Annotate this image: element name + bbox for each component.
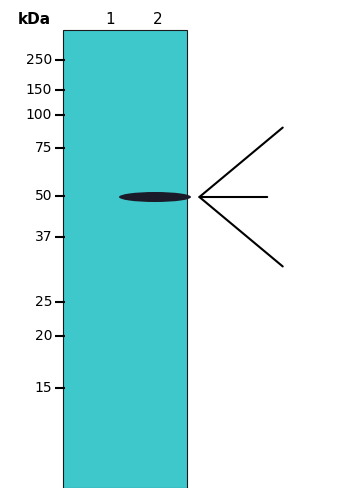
Text: 75: 75 bbox=[34, 141, 52, 155]
Bar bbox=[63, 30, 187, 488]
Text: 100: 100 bbox=[26, 108, 52, 122]
Text: 15: 15 bbox=[34, 381, 52, 395]
Text: 20: 20 bbox=[34, 329, 52, 343]
Text: kDa: kDa bbox=[18, 13, 51, 27]
Text: 250: 250 bbox=[26, 53, 52, 67]
Text: 2: 2 bbox=[153, 13, 163, 27]
Text: 25: 25 bbox=[34, 295, 52, 309]
Text: 37: 37 bbox=[34, 230, 52, 244]
Text: 50: 50 bbox=[34, 189, 52, 203]
Text: 150: 150 bbox=[26, 83, 52, 97]
Ellipse shape bbox=[119, 192, 191, 202]
Text: 1: 1 bbox=[105, 13, 115, 27]
